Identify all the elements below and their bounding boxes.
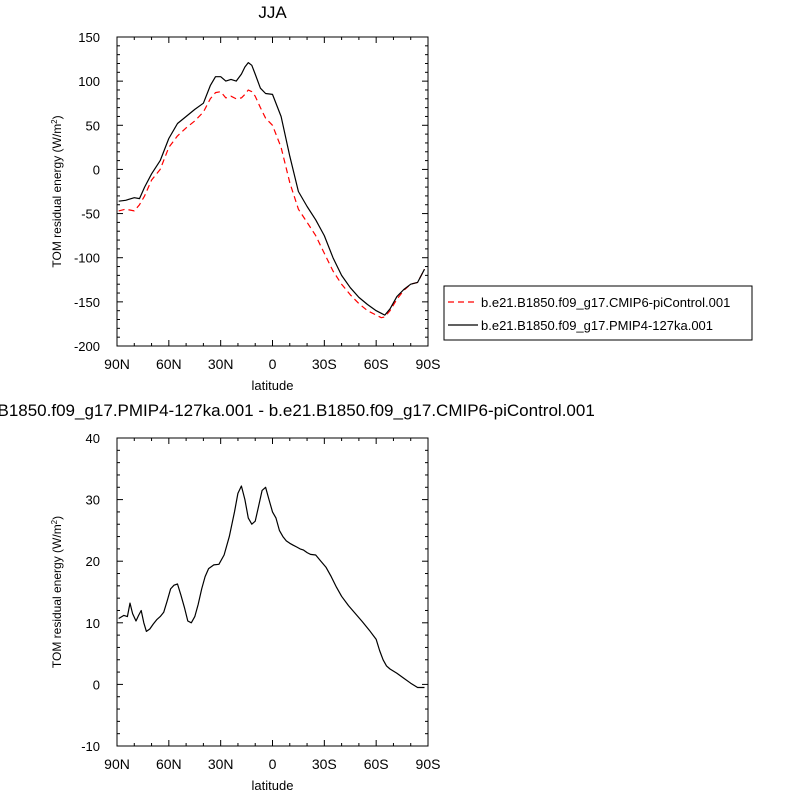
legend-label: b.e21.B1850.f09_g17.PMIP4-127ka.001 [481, 318, 713, 333]
y-tick-label: 0 [93, 162, 100, 177]
x-tick-label: 90S [416, 356, 441, 372]
x-tick-label: 60N [156, 756, 182, 772]
chart-title: JJA [258, 3, 287, 22]
y-axis-label: TOM residual energy (W/m2) [50, 516, 65, 668]
y-tick-label: 10 [86, 616, 100, 631]
series-line-a [118, 89, 426, 319]
x-tick-label: 60N [156, 356, 182, 372]
x-axis-label: latitude [252, 778, 294, 793]
legend-label: b.e21.B1850.f09_g17.CMIP6-piControl.001 [481, 295, 730, 310]
series-line-a [118, 485, 425, 689]
y-axis-label: TOM residual energy (W/m2) [50, 115, 65, 267]
bottom-panel: 90N 60N 30N 0 30S 60S 90S latitude 40 30 20 10 0 -10 T… [0, 401, 595, 793]
x-axis: 90N 60N 30N 0 30S 60S 90S latitude [104, 37, 440, 393]
y-tick-label: 50 [86, 118, 100, 133]
chart-title: b.e21.B1850.f09_g17.PMIP4-127ka.001 - b.… [0, 401, 595, 420]
series-line-b [118, 61, 426, 316]
x-tick-label: 30S [312, 756, 337, 772]
y-tick-label: -200 [74, 339, 100, 354]
plot-frame [116, 437, 429, 747]
x-tick-label: 30N [208, 356, 234, 372]
x-tick-label: 60S [364, 756, 389, 772]
top-panel: 90N 60N 30N 0 30S 60S 90S latitude 150 100 50 0 -50 -… [50, 3, 753, 393]
x-tick-label: 90N [104, 356, 130, 372]
y-tick-label: 0 [93, 677, 100, 692]
x-tick-label: 0 [269, 756, 277, 772]
y-tick-label: -50 [81, 207, 100, 222]
legend-box [443, 285, 753, 341]
y-tick-label: -10 [81, 739, 100, 754]
y-tick-label: 100 [78, 74, 100, 89]
x-tick-label: 90S [416, 756, 441, 772]
y-tick-label: 30 [86, 493, 100, 508]
plot-frame [116, 36, 429, 347]
y-axis: 40 30 20 10 0 -10 TOM residual energy (W/m2) [50, 431, 428, 754]
x-tick-label: 90N [104, 756, 130, 772]
y-tick-label: 40 [86, 431, 100, 446]
x-tick-label: 60S [364, 356, 389, 372]
legend: b.e21.B1850.f09_g17.CMIP6-piControl.001b… [443, 285, 753, 341]
x-tick-label: 30N [208, 756, 234, 772]
y-axis: 150 100 50 0 -50 -100 -150 -200 TOM residual ene… [50, 30, 428, 354]
x-tick-label: 30S [312, 356, 337, 372]
x-axis: 90N 60N 30N 0 30S 60S 90S latitude [104, 438, 440, 793]
y-tick-label: -100 [74, 251, 100, 266]
x-tick-label: 0 [269, 356, 277, 372]
y-tick-label: 20 [86, 554, 100, 569]
y-tick-label: -150 [74, 295, 100, 310]
y-tick-label: 150 [78, 30, 100, 45]
x-axis-label: latitude [252, 378, 294, 393]
